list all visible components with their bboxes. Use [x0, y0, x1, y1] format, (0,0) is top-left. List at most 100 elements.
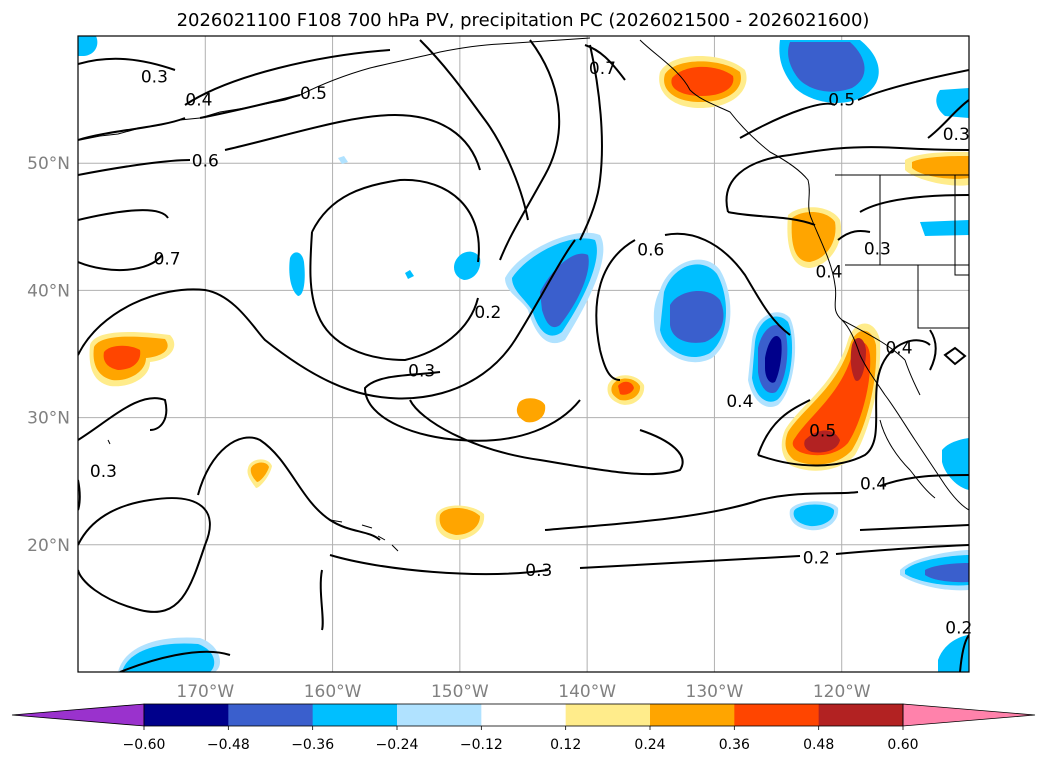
pv-contour-line: [959, 634, 969, 672]
lon-tick-label: 170°W: [176, 682, 234, 702]
precip-negative-blob: [920, 220, 969, 236]
contour-label: 0.3: [141, 68, 168, 88]
pv-contour-line: [78, 159, 191, 176]
colorbar-band: [397, 704, 482, 726]
pv-contour-line: [725, 146, 969, 213]
contour-label: 0.4: [726, 392, 753, 412]
pv-contour-line: [757, 399, 811, 456]
lat-tick-label: 30°N: [27, 409, 70, 429]
pv-contour-line: [78, 397, 168, 441]
pv-contour-line: [78, 497, 211, 613]
pv-contour-line: [78, 254, 163, 272]
pv-contour-line: [311, 178, 480, 263]
colorbar-tick-label: 0.24: [634, 737, 665, 753]
colorbar-band: [481, 704, 567, 726]
pv-contour-line: [544, 491, 859, 531]
precip-positive-blob: [850, 338, 866, 381]
colorbar-band: [228, 704, 314, 726]
precip-positive-blob: [804, 430, 840, 453]
contour-label: 0.5: [300, 84, 327, 104]
contour-label: 0.3: [864, 239, 891, 259]
precip-negative-blob: [938, 635, 969, 672]
precip-positive-blob: [439, 508, 480, 535]
pv-contour-line: [579, 44, 603, 241]
pv-contour-line: [184, 49, 391, 106]
pv-contour-line: [879, 474, 969, 487]
pv-contour-line: [857, 69, 969, 101]
precip-negative-blob: [765, 336, 782, 383]
coastline: [299, 43, 501, 96]
pv-contour-line: [599, 349, 621, 381]
contour-labels: 0.3 0.4 0.5 0.6 0.7 0.2 0.3 0.6 0.7 0.5 0.3 0.4 0.3 0…: [90, 59, 972, 639]
pv-contour-line: [579, 555, 801, 569]
pv-contour-line: [929, 329, 937, 371]
colorbar-band: [650, 704, 735, 726]
coastline: [879, 419, 936, 499]
pv-contour-line: [329, 554, 549, 576]
colorbar-tick-label: −0.12: [460, 737, 503, 753]
coastline: [107, 439, 111, 445]
pv-contour-line: [224, 113, 481, 171]
contour-label: 0.3: [90, 462, 117, 482]
precip-negative-blob: [925, 563, 969, 583]
contour-label: 0.2: [474, 303, 501, 323]
contour-label: 0.2: [803, 549, 830, 569]
coastline: [954, 175, 969, 276]
contour-label: 0.4: [815, 262, 842, 282]
colorbar-extend-low: [11, 703, 145, 727]
colorbar-tick-label: 0.36: [719, 737, 750, 753]
lon-tick-label: 150°W: [431, 682, 489, 702]
precip-negative-blob: [338, 156, 348, 164]
longitude-tick-labels: 170°W 160°W 150°W 140°W 130°W 120°W: [176, 682, 870, 702]
precip-negative-blob: [942, 438, 969, 490]
pv-contour-line: [835, 544, 969, 555]
map-frame: [77, 35, 970, 673]
precipitation-shading: [78, 36, 969, 672]
pv-contour-line: [927, 99, 969, 139]
precip-negative-blob: [793, 504, 835, 527]
colorbar-tick-label: 0.12: [550, 737, 581, 753]
contour-label: 0.3: [408, 362, 435, 382]
colorbar-tick-label: 0.48: [803, 737, 834, 753]
precip-positive-blob: [516, 398, 546, 423]
coastline: [499, 37, 591, 45]
precip-negative-blob: [936, 88, 969, 118]
coastlines: [79, 37, 969, 552]
pv-contour-line: [409, 399, 684, 476]
pv-contour-line: [78, 57, 176, 71]
pv-contour-line: [319, 569, 324, 631]
pv-contour-line: [78, 239, 576, 400]
pv-contour-line: [584, 44, 626, 81]
lon-tick-label: 120°W: [813, 682, 871, 702]
contour-label: 0.2: [945, 618, 972, 638]
precip-negative-blob: [405, 270, 414, 279]
precip-positive-blob: [671, 66, 734, 96]
pv-contour-line: [119, 650, 231, 672]
pv-contour-line: [757, 339, 931, 467]
pv-contour-line: [859, 194, 969, 213]
precip-positive-blob: [250, 462, 269, 482]
precip-negative-blob: [289, 252, 305, 296]
pv-contour-line: [859, 524, 969, 531]
precip-negative-blob: [788, 42, 865, 92]
colorbar-tick-label: 0.60: [887, 737, 918, 753]
precip-positive-blob: [618, 381, 634, 395]
contour-label: 0.6: [192, 152, 219, 172]
lon-tick-label: 140°W: [558, 682, 616, 702]
precip-negative-blob: [540, 253, 589, 328]
pv-contour-line: [943, 346, 967, 366]
precip-negative-blob: [670, 290, 724, 343]
pv-contour-line: [363, 371, 581, 442]
precip-negative-blob: [78, 36, 98, 56]
coastline: [79, 94, 301, 141]
contour-label: 0.6: [637, 241, 664, 261]
coastline: [904, 359, 921, 396]
colorbar-band: [144, 704, 229, 726]
lon-tick-label: 160°W: [304, 682, 362, 702]
contour-label: 0.4: [185, 91, 212, 111]
lat-tick-label: 50°N: [27, 154, 70, 174]
contour-label: 0.4: [860, 475, 887, 495]
colorbar-band: [818, 704, 904, 726]
contour-label: 0.7: [154, 250, 181, 270]
coastline: [329, 519, 399, 552]
